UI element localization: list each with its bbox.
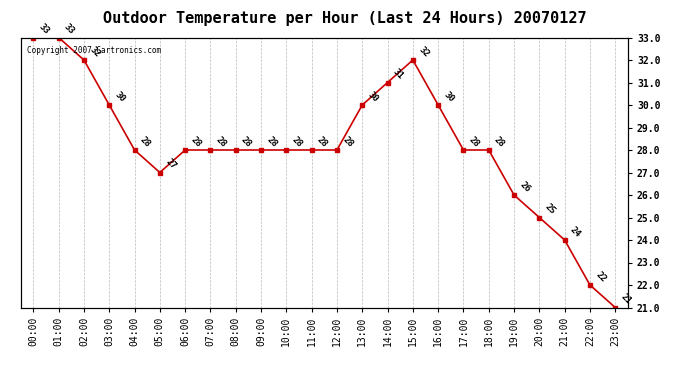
- Text: Copyright 2007 Cartronics.com: Copyright 2007 Cartronics.com: [27, 46, 161, 55]
- Text: 32: 32: [88, 45, 101, 59]
- Text: 32: 32: [417, 45, 431, 59]
- Text: 30: 30: [113, 90, 127, 104]
- Text: 31: 31: [391, 68, 405, 81]
- Text: 30: 30: [366, 90, 380, 104]
- Text: 33: 33: [37, 22, 51, 36]
- Text: 28: 28: [214, 135, 228, 149]
- Text: 27: 27: [164, 158, 177, 171]
- Text: 28: 28: [467, 135, 481, 149]
- Text: 28: 28: [265, 135, 279, 149]
- Text: 28: 28: [189, 135, 203, 149]
- Text: 28: 28: [290, 135, 304, 149]
- Text: 21: 21: [619, 292, 633, 306]
- Text: 24: 24: [569, 225, 582, 239]
- Text: Outdoor Temperature per Hour (Last 24 Hours) 20070127: Outdoor Temperature per Hour (Last 24 Ho…: [104, 11, 586, 26]
- Text: 28: 28: [341, 135, 355, 149]
- Text: 28: 28: [239, 135, 253, 149]
- Text: 28: 28: [493, 135, 506, 149]
- Text: 28: 28: [138, 135, 152, 149]
- Text: 30: 30: [442, 90, 456, 104]
- Text: 22: 22: [593, 270, 608, 284]
- Text: 26: 26: [518, 180, 532, 194]
- Text: 28: 28: [315, 135, 329, 149]
- Text: 25: 25: [543, 202, 557, 216]
- Text: 33: 33: [62, 22, 77, 36]
